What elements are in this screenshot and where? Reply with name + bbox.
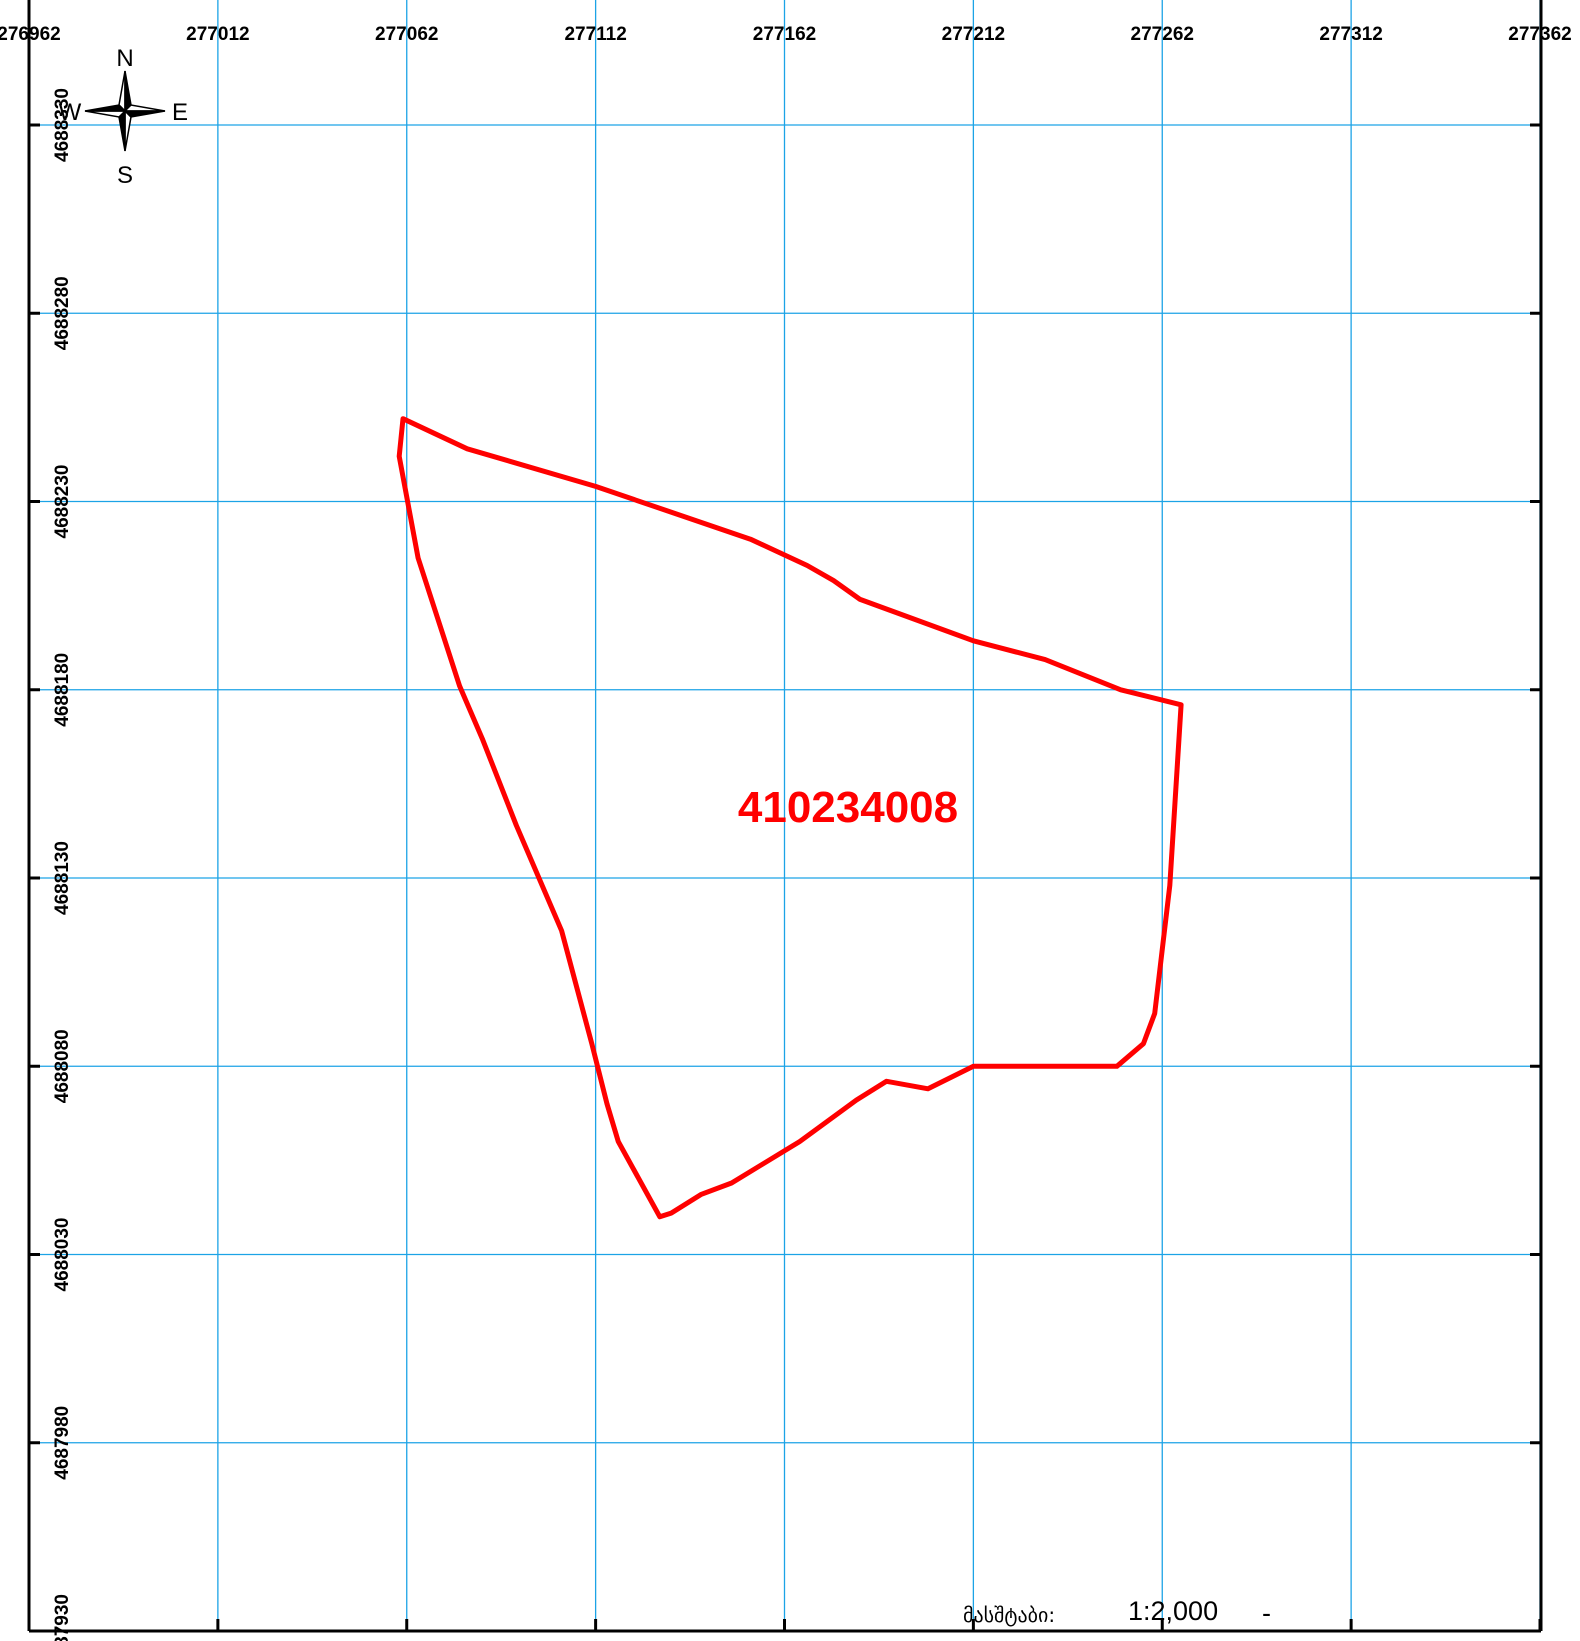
compass-s: S: [117, 162, 133, 189]
y-label-8: 4687930: [52, 1594, 73, 1641]
x-label-8: 277362: [1508, 24, 1571, 45]
parcel-id-label: 410234008: [738, 783, 958, 832]
x-label-3: 277112: [564, 24, 626, 45]
frame-ticks: [27, 123, 1542, 1633]
y-label-0: 4688330: [52, 88, 73, 162]
scale-label: მასშტაბი:: [963, 1603, 1055, 1627]
y-label-1: 4688280: [52, 276, 73, 350]
north-arrow: N S E W: [59, 45, 188, 189]
x-label-0: 276962: [0, 24, 61, 45]
x-label-5: 277212: [942, 24, 1005, 45]
scale-dash: -: [1262, 1598, 1271, 1628]
compass-e: E: [172, 99, 188, 126]
y-coordinate-labels: 4688330 4688280 4688230 4688180 4688130 46880…: [52, 88, 73, 1641]
x-label-2: 277062: [375, 24, 438, 45]
x-label-4: 277162: [753, 24, 816, 45]
scale-value: 1:2,000: [1128, 1596, 1218, 1626]
y-label-3: 4688180: [52, 653, 73, 727]
parcel-boundary[interactable]: [396, 416, 1184, 1220]
compass-w: W: [59, 99, 82, 126]
y-label-6: 4688030: [52, 1218, 73, 1292]
y-label-7: 4687980: [52, 1406, 73, 1480]
compass-n: N: [116, 45, 133, 72]
x-label-7: 277312: [1319, 24, 1382, 45]
compass-rose-icon: [84, 70, 166, 152]
x-coordinate-labels: 276962 277012 277062 277112 277162 277212 2772…: [0, 24, 1572, 45]
y-label-2: 4688230: [52, 465, 73, 539]
x-label-1: 277012: [186, 24, 249, 45]
x-label-6: 277262: [1131, 24, 1194, 45]
y-label-4: 4688130: [52, 841, 73, 915]
y-label-5: 4688080: [52, 1029, 73, 1103]
scale-bar: მასშტაბი: 1:2,000 -: [963, 1596, 1271, 1628]
